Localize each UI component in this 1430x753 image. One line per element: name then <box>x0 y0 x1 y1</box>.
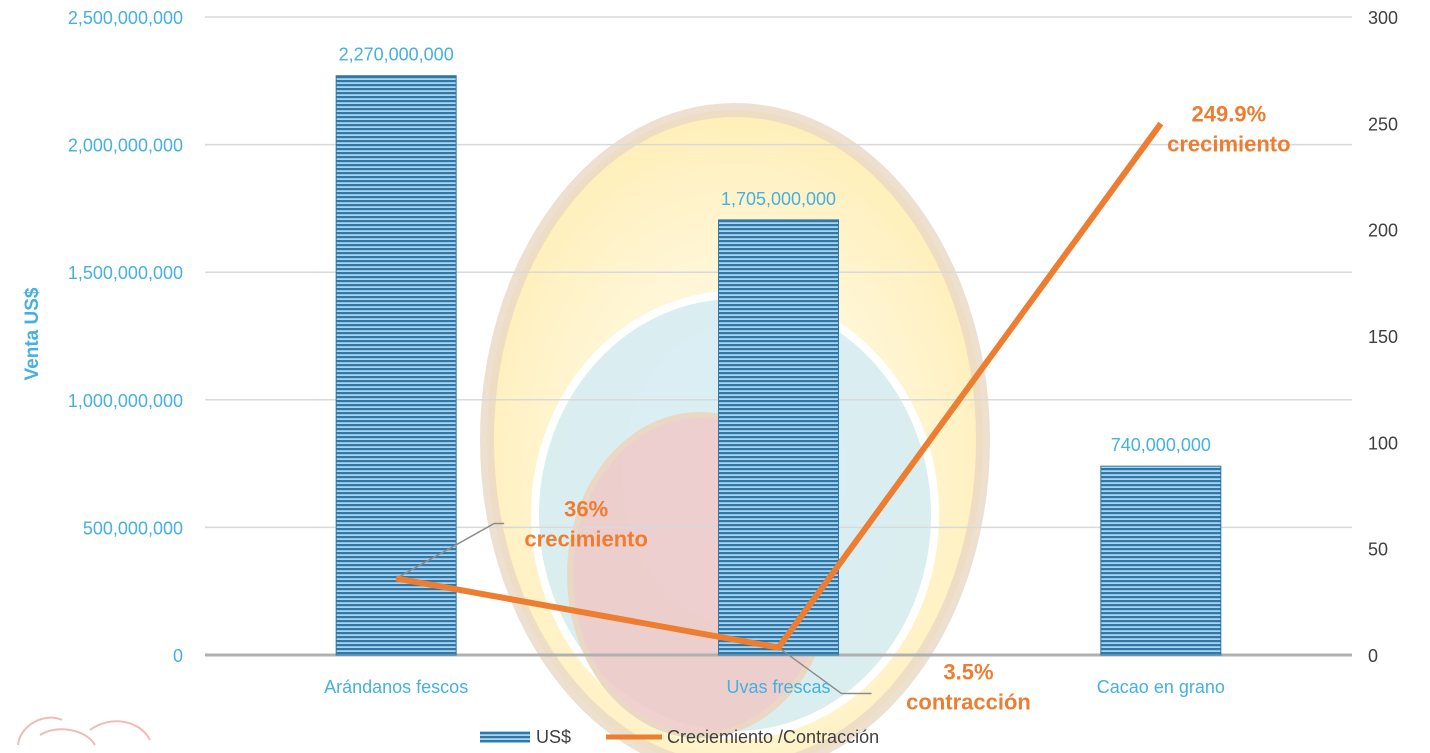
y-tick-label-left: 2,000,000,000 <box>68 136 183 156</box>
annotation-text: contracción <box>906 690 1031 715</box>
line-series <box>395 121 1164 651</box>
bar-data-label: 740,000,000 <box>1111 435 1211 455</box>
y-tick-label-right: 100 <box>1368 433 1398 453</box>
bar-data-label: 1,705,000,000 <box>721 189 836 209</box>
y-tick-label-right: 50 <box>1368 540 1388 560</box>
legend: US$ Creciemiento /Contracción <box>480 727 879 747</box>
bar-data-label: 2,270,000,000 <box>339 45 454 65</box>
annotation-value: 36% <box>564 496 608 521</box>
y-tick-label-left: 500,000,000 <box>83 518 183 538</box>
bar-series <box>335 75 1222 656</box>
annotation-value: 3.5% <box>943 660 993 685</box>
x-tick-label: Uvas frescas <box>726 677 830 697</box>
bar <box>335 75 457 656</box>
x-tick-label: Arándanos fescos <box>324 677 468 697</box>
annotation-leader-line <box>778 646 872 695</box>
annotation-leader-line <box>395 522 505 580</box>
y-tick-label-left: 2,500,000,000 <box>68 8 183 28</box>
growth-line <box>395 121 1164 651</box>
y-tick-label-right: 200 <box>1368 221 1398 241</box>
bar <box>718 219 839 656</box>
annotation-leaders <box>395 522 872 695</box>
bar <box>1100 465 1222 656</box>
chart-labels: 0 500,000,000 1,000,000,000 1,500,000,000 2,… <box>68 8 1398 715</box>
legend-swatch-bars <box>480 731 530 743</box>
annotation-text: crecimiento <box>1167 132 1291 157</box>
annotation-value: 249.9% <box>1192 102 1267 127</box>
legend-label-bars: US$ <box>536 727 571 747</box>
y-tick-label-right: 250 <box>1368 114 1398 134</box>
annotation-text: crecimiento <box>524 526 648 551</box>
y-tick-label-left: 1,500,000,000 <box>68 263 183 283</box>
y-tick-label-left: 1,000,000,000 <box>68 391 183 411</box>
y-tick-label-right: 0 <box>1368 646 1378 666</box>
x-tick-label: Cacao en grano <box>1097 677 1225 697</box>
y-tick-label-left: 0 <box>173 646 183 666</box>
legend-label-line: Creciemiento /Contracción <box>667 727 879 747</box>
y-axis-title: Venta US$ <box>22 287 43 380</box>
y-tick-label-right: 300 <box>1368 8 1398 28</box>
y-tick-label-right: 150 <box>1368 327 1398 347</box>
